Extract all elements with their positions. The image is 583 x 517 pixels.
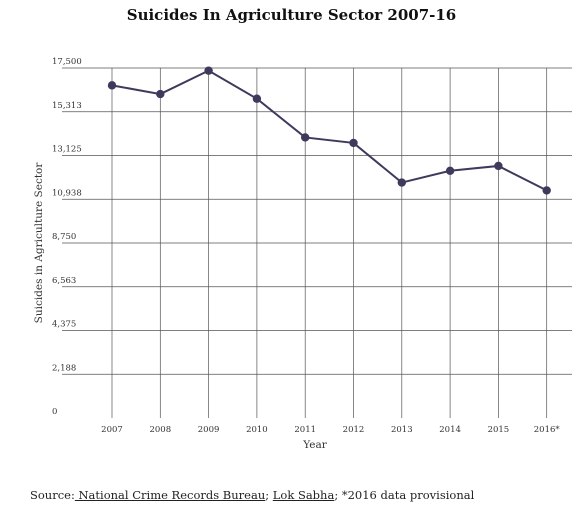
x-axis-label: Year — [302, 439, 327, 451]
y-tick-label: 10,938 — [52, 188, 82, 198]
data-point — [445, 166, 455, 175]
x-axis-ticks: 2007 2008 2009 2010 2011 2012 2013 2014 2015 2016… — [101, 425, 560, 435]
y-tick-label: 0 — [52, 407, 57, 417]
data-series — [107, 66, 551, 195]
x-tick-label: 2016* — [534, 425, 561, 435]
data-point — [156, 89, 165, 99]
series-line — [111, 69, 548, 192]
y-tick-label: 2,188 — [52, 363, 76, 373]
source-note: Source: National Crime Records Bureau; L… — [30, 488, 474, 502]
line-chart: 0 2,188 4,375 6,563 8,750 10,938 13,125 15,313 1… — [33, 57, 572, 451]
source-separator: ; — [265, 488, 273, 502]
x-tick-label: 2015 — [488, 425, 510, 435]
data-point — [494, 161, 503, 171]
data-point — [301, 133, 310, 142]
data-point — [397, 178, 406, 187]
data-point — [252, 94, 262, 103]
x-tick-label: 2007 — [101, 425, 123, 435]
x-tick-label: 2011 — [294, 425, 316, 435]
x-tick-label: 2013 — [391, 425, 413, 435]
y-tick-label: 15,313 — [52, 101, 82, 111]
x-tick-label: 2010 — [246, 425, 268, 435]
grid-lines — [62, 67, 572, 418]
y-tick-label: 8,750 — [52, 232, 76, 242]
y-axis-label: Suicides in Agriculture Sector — [33, 162, 45, 324]
data-point — [204, 66, 213, 75]
data-point — [107, 81, 117, 90]
x-tick-label: 2014 — [439, 425, 461, 435]
y-tick-label: 17,500 — [52, 57, 82, 67]
data-point — [542, 186, 551, 195]
source-prefix: Source: — [30, 488, 75, 502]
data-point — [349, 138, 358, 148]
x-tick-label: 2012 — [343, 425, 365, 435]
y-tick-label: 13,125 — [52, 145, 82, 155]
chart-title: Suicides In Agriculture Sector 2007-16 — [126, 6, 457, 24]
y-tick-label: 6,563 — [52, 276, 76, 286]
x-tick-label: 2008 — [149, 425, 171, 435]
x-tick-label: 2009 — [198, 425, 220, 435]
y-axis-ticks: 0 2,188 4,375 6,563 8,750 10,938 13,125 15,313 1… — [52, 57, 82, 417]
y-tick-label: 4,375 — [52, 320, 76, 330]
source-suffix: ; *2016 data provisional — [334, 488, 475, 502]
ncrb-link[interactable]: National Crime Records Bureau — [74, 488, 266, 502]
lok-sabha-link[interactable]: Lok Sabha — [272, 488, 335, 502]
